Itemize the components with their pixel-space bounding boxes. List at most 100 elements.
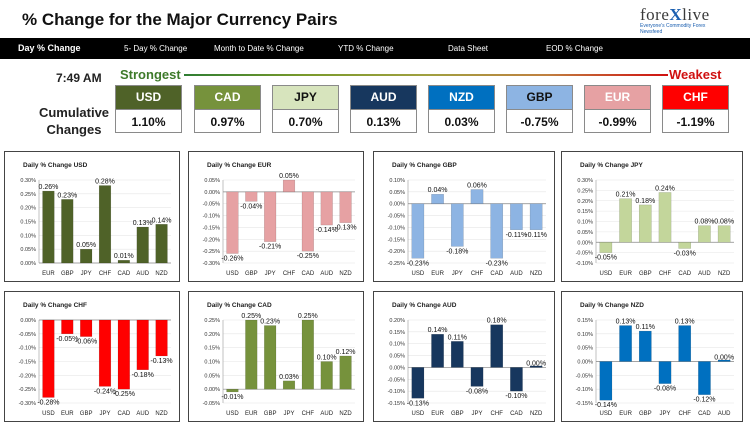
bar <box>320 361 333 390</box>
data-label: -0.26% <box>221 256 243 263</box>
y-tick-label: 0.10% <box>204 360 220 366</box>
y-tick-label: 0.10% <box>577 220 593 226</box>
y-tick-label: 0.05% <box>204 178 220 184</box>
bar <box>619 198 632 243</box>
y-tick-label: -0.05% <box>203 202 221 208</box>
category-label: CHF <box>283 271 296 277</box>
tab-month-to-date-change[interactable]: Month to Date % Change <box>214 44 304 53</box>
category-label: NZD <box>530 271 543 277</box>
bar <box>470 367 484 387</box>
bar <box>264 325 277 390</box>
category-label: EUR <box>61 411 74 417</box>
bar <box>717 225 731 243</box>
bar <box>264 191 277 242</box>
data-label: -0.24% <box>94 388 116 395</box>
category-label: CHF <box>679 411 692 417</box>
currency-box-chf: CHF -1.19% <box>662 85 729 133</box>
chart-title: Daily % Change CAD <box>207 302 272 309</box>
bar-chart: Daily % Change CHF 0.00% -0.05% -0.10% -0.15… <box>19 302 173 417</box>
bar-chart: Daily % Change AUD 0.20% 0.15% 0.10% 0.05% 0.… <box>388 302 547 417</box>
y-tick-label: -0.20% <box>388 249 406 255</box>
chart-title: Daily % Change CHF <box>23 302 87 309</box>
category-label: NZD <box>339 271 352 277</box>
data-label: -0.08% <box>466 388 488 395</box>
data-label: 0.21% <box>616 192 636 199</box>
tab-data-sheet[interactable]: Data Sheet <box>448 44 489 53</box>
data-label: -0.05% <box>56 336 78 343</box>
bar <box>155 319 168 357</box>
category-label: EUR <box>42 271 55 277</box>
currency-value: 1.10% <box>116 109 181 132</box>
y-tick-label: 0.00% <box>577 240 593 246</box>
data-label: 0.10% <box>317 355 337 362</box>
chart-title: Daily % Change EUR <box>207 162 272 169</box>
y-tick-label: -0.20% <box>203 237 221 243</box>
data-label: 0.13% <box>675 319 695 326</box>
weakest-label: Weakest <box>669 67 722 82</box>
tab-ytd-change[interactable]: YTD % Change <box>338 44 394 53</box>
data-label: 0.00% <box>526 360 546 367</box>
bar-chart: Daily % Change EUR 0.05% 0.00% -0.05% -0.10%… <box>203 162 357 277</box>
data-label: 0.25% <box>298 313 318 320</box>
y-tick-label: -0.30% <box>19 401 37 407</box>
currency-box-usd: USD 1.10% <box>115 85 182 133</box>
currency-box-nzd: NZD 0.03% <box>428 85 495 133</box>
y-tick-label: -0.20% <box>19 373 37 379</box>
bar <box>529 365 543 368</box>
data-label: -0.13% <box>407 400 429 407</box>
bar <box>431 194 444 204</box>
data-label: -0.04% <box>240 203 262 210</box>
bar <box>42 319 55 398</box>
bar <box>638 330 652 362</box>
tab-5-day-change[interactable]: 5- Day % Change <box>124 44 188 53</box>
category-label: USD <box>412 411 425 417</box>
bar <box>301 319 314 390</box>
chart-panel-usd: Daily % Change USD 0.00% 0.05% 0.10% 0.15% 0.… <box>4 151 180 282</box>
y-tick-label: -0.15% <box>19 360 37 366</box>
category-label: NZD <box>155 411 168 417</box>
bar <box>245 319 258 390</box>
y-tick-label: 0.25% <box>20 192 36 198</box>
tab-day-change[interactable]: Day % Change <box>18 43 81 53</box>
y-tick-label: -0.10% <box>576 387 594 393</box>
y-tick-label: 0.05% <box>389 190 405 196</box>
y-tick-label: 0.15% <box>577 209 593 215</box>
currency-box-jpy: JPY 0.70% <box>272 85 339 133</box>
category-label: CHF <box>659 271 672 277</box>
data-label: -0.18% <box>132 372 154 379</box>
y-tick-label: 0.20% <box>20 206 36 212</box>
y-tick-label: -0.25% <box>388 261 406 267</box>
bar <box>61 199 74 264</box>
data-label: 0.08% <box>694 219 714 226</box>
tab-eod-change[interactable]: EOD % Change <box>546 44 603 53</box>
y-tick-label: -0.10% <box>388 225 406 231</box>
category-label: USD <box>600 271 613 277</box>
y-tick-label: -0.10% <box>576 261 594 267</box>
category-label: CAD <box>510 411 523 417</box>
forexlive-logo[interactable]: foreXlive Everyone's Commodity Forex New… <box>640 5 724 37</box>
data-label: 0.05% <box>279 173 299 180</box>
chart-title: Daily % Change GBP <box>392 162 457 169</box>
currency-box-cad: CAD 0.97% <box>194 85 261 133</box>
y-tick-label: 0.00% <box>204 190 220 196</box>
cumulative-changes-label: Cumulative Changes <box>38 105 110 137</box>
bar <box>117 319 130 390</box>
bar <box>282 179 296 193</box>
currency-value: -1.19% <box>663 109 728 132</box>
data-label: 0.11% <box>448 334 467 341</box>
y-tick-label: 0.15% <box>204 346 220 352</box>
bar <box>411 203 425 259</box>
category-label: NZD <box>718 271 731 277</box>
data-label: 0.08% <box>714 219 734 226</box>
data-label: -0.23% <box>486 260 508 267</box>
logo-wordmark: foreXlive <box>640 5 710 24</box>
category-label: AUD <box>320 411 333 417</box>
bar <box>117 260 130 264</box>
chart-title: Daily % Change JPY <box>580 162 644 169</box>
y-tick-label: -0.05% <box>576 251 594 257</box>
data-label: -0.14% <box>316 227 338 234</box>
bar <box>529 203 543 231</box>
data-label: -0.18% <box>446 248 468 255</box>
bar <box>450 203 464 247</box>
y-tick-label: -0.05% <box>388 214 406 220</box>
